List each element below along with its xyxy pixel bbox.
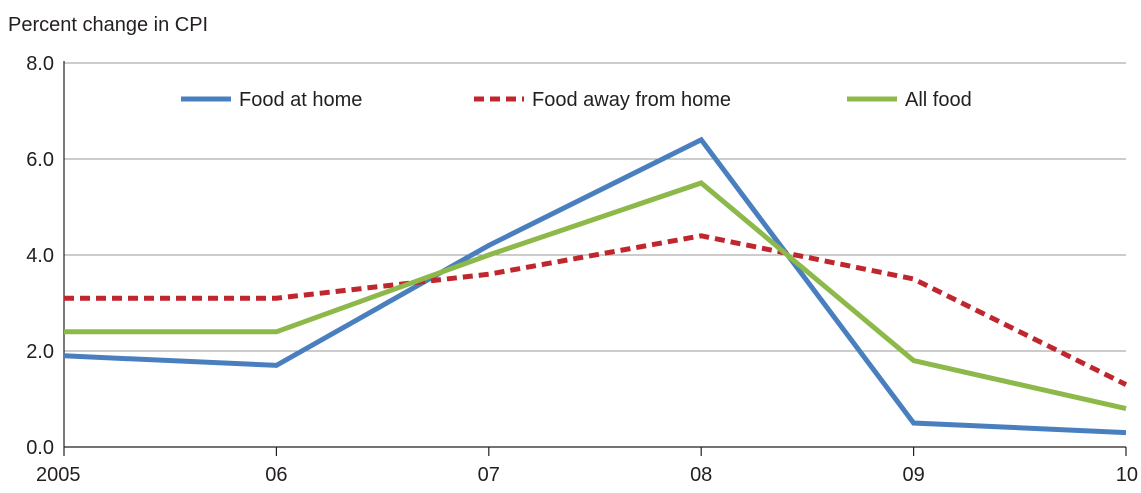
series-line-food-away-from-home [64, 233, 1128, 387]
y-tick-label: 2.0 [26, 341, 54, 363]
x-tick-label: 07 [478, 464, 500, 486]
series-line-all-food [64, 180, 1127, 412]
legend-label: All food [905, 89, 972, 111]
y-tick-label: 8.0 [26, 53, 54, 75]
x-tick-label: 08 [690, 464, 712, 486]
legend-label: Food away from home [532, 89, 731, 111]
x-tick-label: 06 [265, 464, 287, 486]
axes [63, 61, 1127, 456]
y-tick-label: 6.0 [26, 149, 54, 171]
y-axis-title: Percent change in CPI [8, 14, 209, 36]
series-line-food-at-home [63, 136, 1127, 436]
x-tick-label: 2005 [36, 464, 81, 486]
legend-label: Food at home [239, 89, 362, 111]
legend: Food at home Food away from home All food [181, 89, 972, 111]
x-tick-labels: 2005 06 07 08 09 10 [36, 464, 1138, 486]
x-tick-label: 10 [1116, 464, 1138, 486]
y-tick-labels: 0.0 2.0 4.0 6.0 8.0 [26, 53, 54, 459]
y-tick-label: 0.0 [26, 437, 54, 459]
y-tick-label: 4.0 [26, 245, 54, 267]
series-lines [63, 136, 1128, 436]
x-tick-label: 09 [902, 464, 924, 486]
